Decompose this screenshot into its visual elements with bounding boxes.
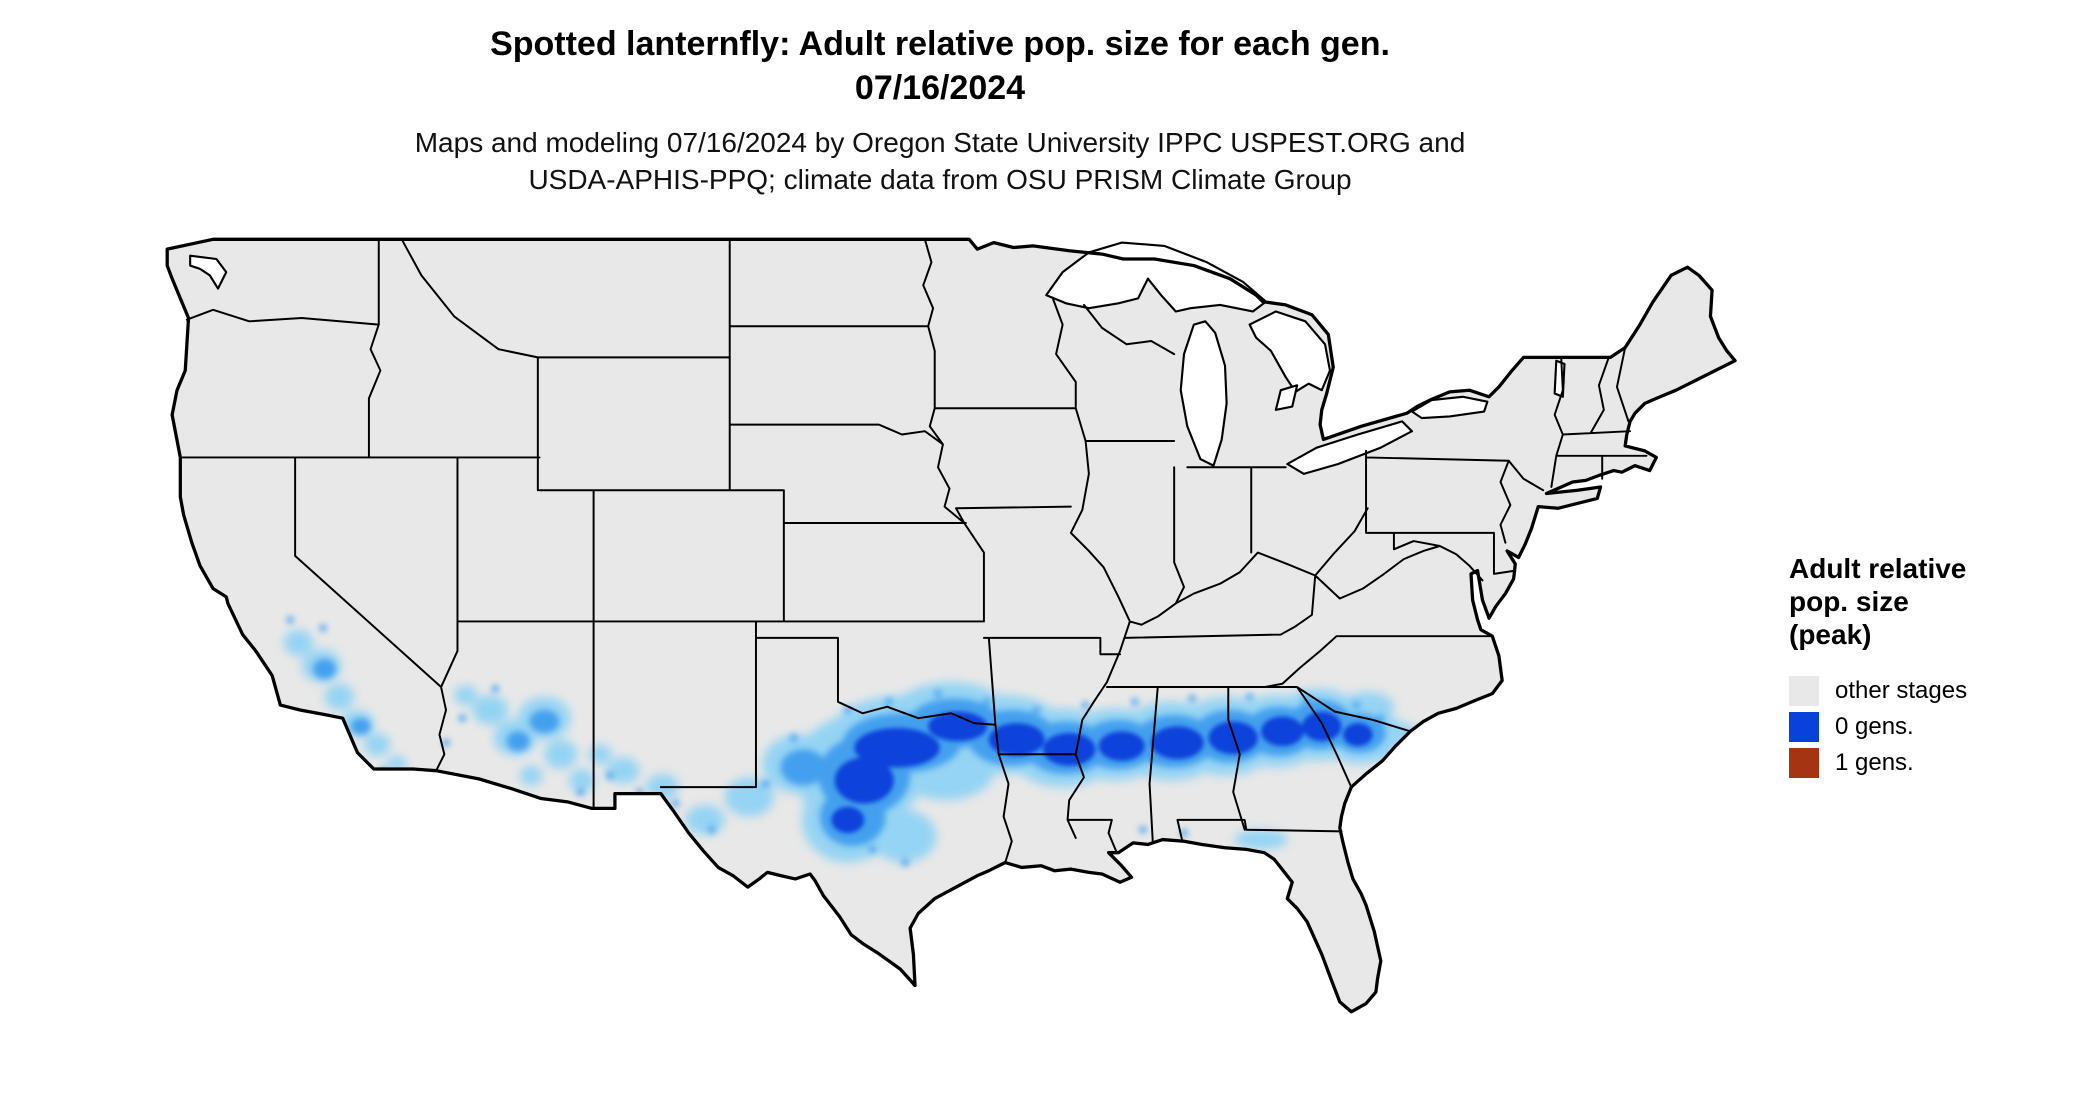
state-borders — [179, 238, 1648, 864]
legend-swatch-1-gens — [1789, 748, 1819, 778]
legend-items: other stages 0 gens. 1 gens. — [1789, 673, 2089, 781]
land-silhouette — [167, 239, 1736, 1012]
legend-label-other-stages: other stages — [1835, 677, 1968, 704]
gens0-population-overlay — [283, 616, 1422, 867]
page-title: Spotted lanternfly: Adult relative pop. … — [490, 25, 1390, 63]
puget-sound — [189, 254, 228, 290]
legend-item-0-gens: 0 gens. — [1789, 709, 2089, 745]
page-title-date: 07/16/2024 — [854, 69, 1026, 107]
saginaw-bay — [1274, 384, 1299, 411]
legend-label-1-gens: 1 gens. — [1835, 749, 1914, 776]
figure-header: Spotted lanternfly: Adult relative pop. … — [0, 22, 1880, 198]
legend-swatch-0-gens — [1789, 712, 1819, 742]
lake-huron — [1248, 310, 1332, 393]
subtitle-line-2: USDA-APHIS-PPQ; climate data from OSU PR… — [528, 164, 1352, 195]
lake-erie — [1286, 420, 1414, 475]
lake-michigan — [1179, 320, 1228, 467]
legend-label-0-gens: 0 gens. — [1835, 713, 1914, 740]
legend-title-line-1: Adult relative — [1789, 553, 1967, 584]
legend-swatch-other-stages — [1789, 676, 1819, 706]
us-map — [118, 226, 1758, 1112]
lakes-and-bays — [189, 241, 1566, 475]
legend-item-other-stages: other stages — [1789, 673, 2089, 709]
legend-title-line-2: pop. size — [1789, 586, 1909, 617]
us-map-svg — [165, 237, 1737, 1014]
lake-ontario — [1410, 395, 1489, 420]
lake-superior — [1045, 241, 1268, 313]
national-outline — [165, 237, 1737, 1014]
legend-item-1-gens: 1 gens. — [1789, 745, 2089, 781]
legend: Adult relative pop. size (peak) other st… — [1789, 552, 2089, 781]
figure-subtitle: Maps and modeling 07/16/2024 by Oregon S… — [0, 124, 1880, 198]
subtitle-line-1: Maps and modeling 07/16/2024 by Oregon S… — [414, 127, 1466, 158]
legend-title-line-3: (peak) — [1789, 619, 1872, 650]
